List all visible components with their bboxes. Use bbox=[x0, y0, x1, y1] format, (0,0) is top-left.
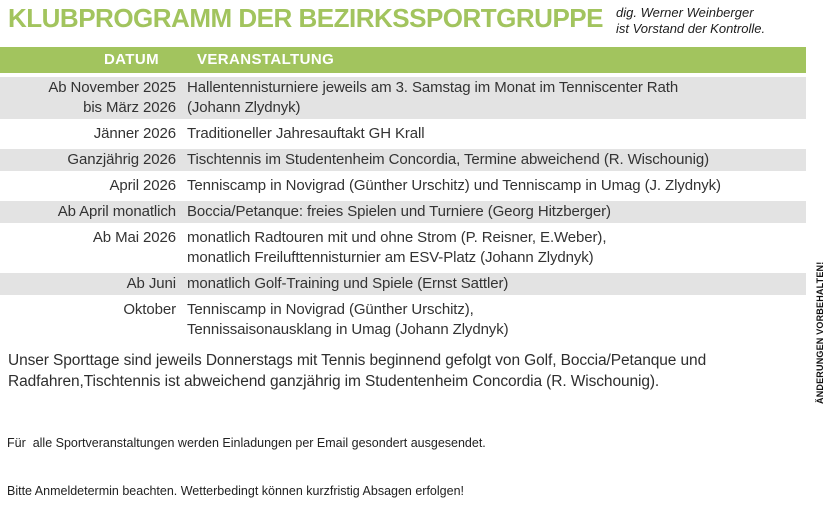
row-date: April 2026 bbox=[109, 177, 176, 194]
row-event: monatlich Radtouren mit und ohne Strom (… bbox=[187, 229, 607, 266]
row-date: Ab Mai 2026 bbox=[92, 229, 176, 246]
table-row: Ganzjährig 2026 Tischtennis im Studenten… bbox=[0, 149, 806, 171]
table-row: Jänner 2026 Traditioneller Jahresauftakt… bbox=[0, 123, 806, 145]
attribution-line-1: dig. Werner Weinberger bbox=[616, 5, 754, 20]
page-header: KLUBPROGRAMM DER BEZIRKSSPORTGRUPPE dig.… bbox=[0, 0, 828, 37]
footer-notes: Für alle Sportveranstaltungen werden Ein… bbox=[7, 403, 828, 531]
row-event: Tischtennis im Studentenheim Concordia, … bbox=[187, 151, 710, 168]
row-date: Ab Juni bbox=[126, 275, 176, 292]
row-date: Ganzjährig 2026 bbox=[67, 151, 176, 168]
row-date: Jänner 2026 bbox=[93, 125, 176, 142]
attribution-note: dig. Werner Weinberger ist Vorstand der … bbox=[616, 3, 822, 37]
table-row: Oktober Tenniscamp in Novigrad (Günther … bbox=[0, 299, 806, 341]
row-event: Traditioneller Jahresauftakt GH Krall bbox=[187, 125, 425, 142]
table-row: Ab November 2025 bis März 2026 Hallenten… bbox=[0, 77, 806, 119]
table-row: Ab Mai 2026 monatlich Radtouren mit und … bbox=[0, 227, 806, 269]
attribution-line-2: ist Vorstand der Kontrolle. bbox=[616, 21, 766, 36]
row-event: monatlich Golf-Training und Spiele (Erns… bbox=[187, 275, 509, 292]
program-table: DATUM VERANSTALTUNG Ab November 2025 bis… bbox=[0, 47, 806, 341]
row-event: Boccia/Petanque: freies Spielen und Turn… bbox=[187, 203, 611, 220]
row-date: Oktober bbox=[123, 301, 176, 318]
footer-note-line-1: Für alle Sportveranstaltungen werden Ein… bbox=[7, 436, 486, 450]
side-note-vertical: ÄNDERUNGEN VORBEHALTEN! bbox=[815, 261, 825, 404]
column-header-datum: DATUM bbox=[103, 51, 159, 68]
table-row: Ab April monatlich Boccia/Petanque: frei… bbox=[0, 201, 806, 223]
summary-paragraph: Unser Sporttage sind jeweils Donnerstags… bbox=[8, 352, 707, 390]
row-event: Tenniscamp in Novigrad (Günther Urschitz… bbox=[187, 177, 721, 194]
column-header-veranstaltung: VERANSTALTUNG bbox=[197, 51, 335, 68]
page-title: KLUBPROGRAMM DER BEZIRKSSPORTGRUPPE bbox=[8, 3, 603, 33]
footer-note-line-2: Bitte Anmeldetermin beachten. Wetterbedi… bbox=[7, 484, 464, 498]
row-event: Hallentennisturniere jeweils am 3. Samst… bbox=[187, 79, 679, 116]
row-date: Ab April monatlich bbox=[57, 203, 176, 220]
row-date: Ab November 2025 bis März 2026 bbox=[48, 79, 176, 116]
table-row: Ab Juni monatlich Golf-Training und Spie… bbox=[0, 273, 806, 295]
table-row: April 2026 Tenniscamp in Novigrad (Günth… bbox=[0, 175, 806, 197]
row-event: Tenniscamp in Novigrad (Günther Urschitz… bbox=[187, 301, 509, 338]
club-program-flyer: KLUBPROGRAMM DER BEZIRKSSPORTGRUPPE dig.… bbox=[0, 0, 828, 498]
table-header-row: DATUM VERANSTALTUNG bbox=[0, 47, 806, 73]
